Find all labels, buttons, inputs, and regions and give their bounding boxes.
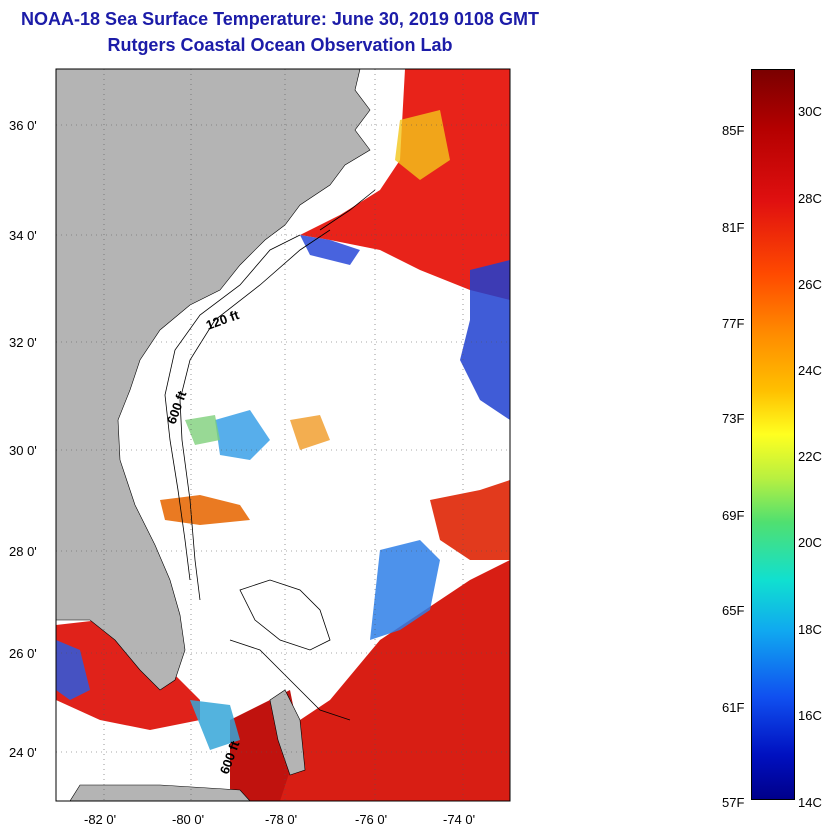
- fahrenheit-label: 85F: [722, 123, 745, 138]
- lat-label: 32 0': [9, 335, 37, 350]
- lat-label: 34 0': [9, 228, 37, 243]
- temperature-colorbar: [751, 69, 795, 800]
- celsius-label: 30C: [798, 104, 822, 119]
- celsius-label: 20C: [798, 535, 822, 550]
- lat-label: 24 0': [9, 745, 37, 760]
- lat-label: 26 0': [9, 646, 37, 661]
- lon-label: -74 0': [443, 812, 475, 827]
- map-subtitle: Rutgers Coastal Ocean Observation Lab: [107, 35, 453, 55]
- bathymetry-contours: [164, 189, 376, 721]
- longitude-labels: -82 0' -80 0' -78 0' -76 0' -74 0': [84, 812, 475, 827]
- lon-label: -82 0': [84, 812, 116, 827]
- fahrenheit-label: 77F: [722, 316, 745, 331]
- land-mass: [55, 68, 371, 802]
- map-title: NOAA-18 Sea Surface Temperature: June 30…: [21, 9, 539, 29]
- celsius-label: 28C: [798, 191, 822, 206]
- celsius-label: 14C: [798, 795, 822, 810]
- celsius-label: 16C: [798, 708, 822, 723]
- celsius-label: 18C: [798, 622, 822, 637]
- lon-label: -78 0': [265, 812, 297, 827]
- fahrenheit-label: 69F: [722, 508, 745, 523]
- map-frame: [55, 68, 511, 802]
- fahrenheit-label: 57F: [722, 795, 745, 810]
- fahrenheit-label: 61F: [722, 700, 745, 715]
- lat-label: 28 0': [9, 544, 37, 559]
- fahrenheit-label: 73F: [722, 411, 745, 426]
- celsius-label: 24C: [798, 363, 822, 378]
- fahrenheit-label: 81F: [722, 220, 745, 235]
- sst-mid-water: [185, 110, 450, 450]
- lon-label: -80 0': [172, 812, 204, 827]
- fahrenheit-label: 65F: [722, 603, 745, 618]
- graticule: [56, 69, 510, 801]
- sst-cool-water: [56, 235, 510, 750]
- celsius-label: 22C: [798, 449, 822, 464]
- latitude-labels: 36 0' 34 0' 32 0' 30 0' 28 0' 26 0' 24 0…: [9, 118, 37, 760]
- celsius-label: 26C: [798, 277, 822, 292]
- lat-label: 36 0': [9, 118, 37, 133]
- lat-label: 30 0': [9, 443, 37, 458]
- lon-label: -76 0': [355, 812, 387, 827]
